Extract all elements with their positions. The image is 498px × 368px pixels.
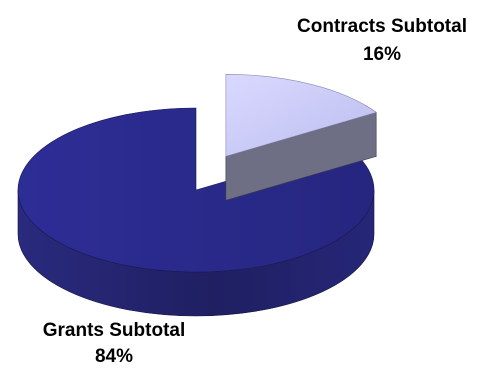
slice-contracts-top xyxy=(225,74,377,157)
slice-grants xyxy=(17,107,375,317)
data-label-grants-name: Grants Subtotal xyxy=(43,320,186,341)
data-label-contracts-percent: 16% xyxy=(363,44,401,65)
slice-grants-top xyxy=(17,107,375,273)
data-label-contracts: Contracts Subtotal 16% xyxy=(297,16,467,65)
data-label-grants: Grants Subtotal 84% xyxy=(43,320,186,367)
slice-contracts xyxy=(225,74,377,201)
data-label-grants-percent: 84% xyxy=(95,346,133,367)
data-label-contracts-name: Contracts Subtotal xyxy=(297,16,467,37)
